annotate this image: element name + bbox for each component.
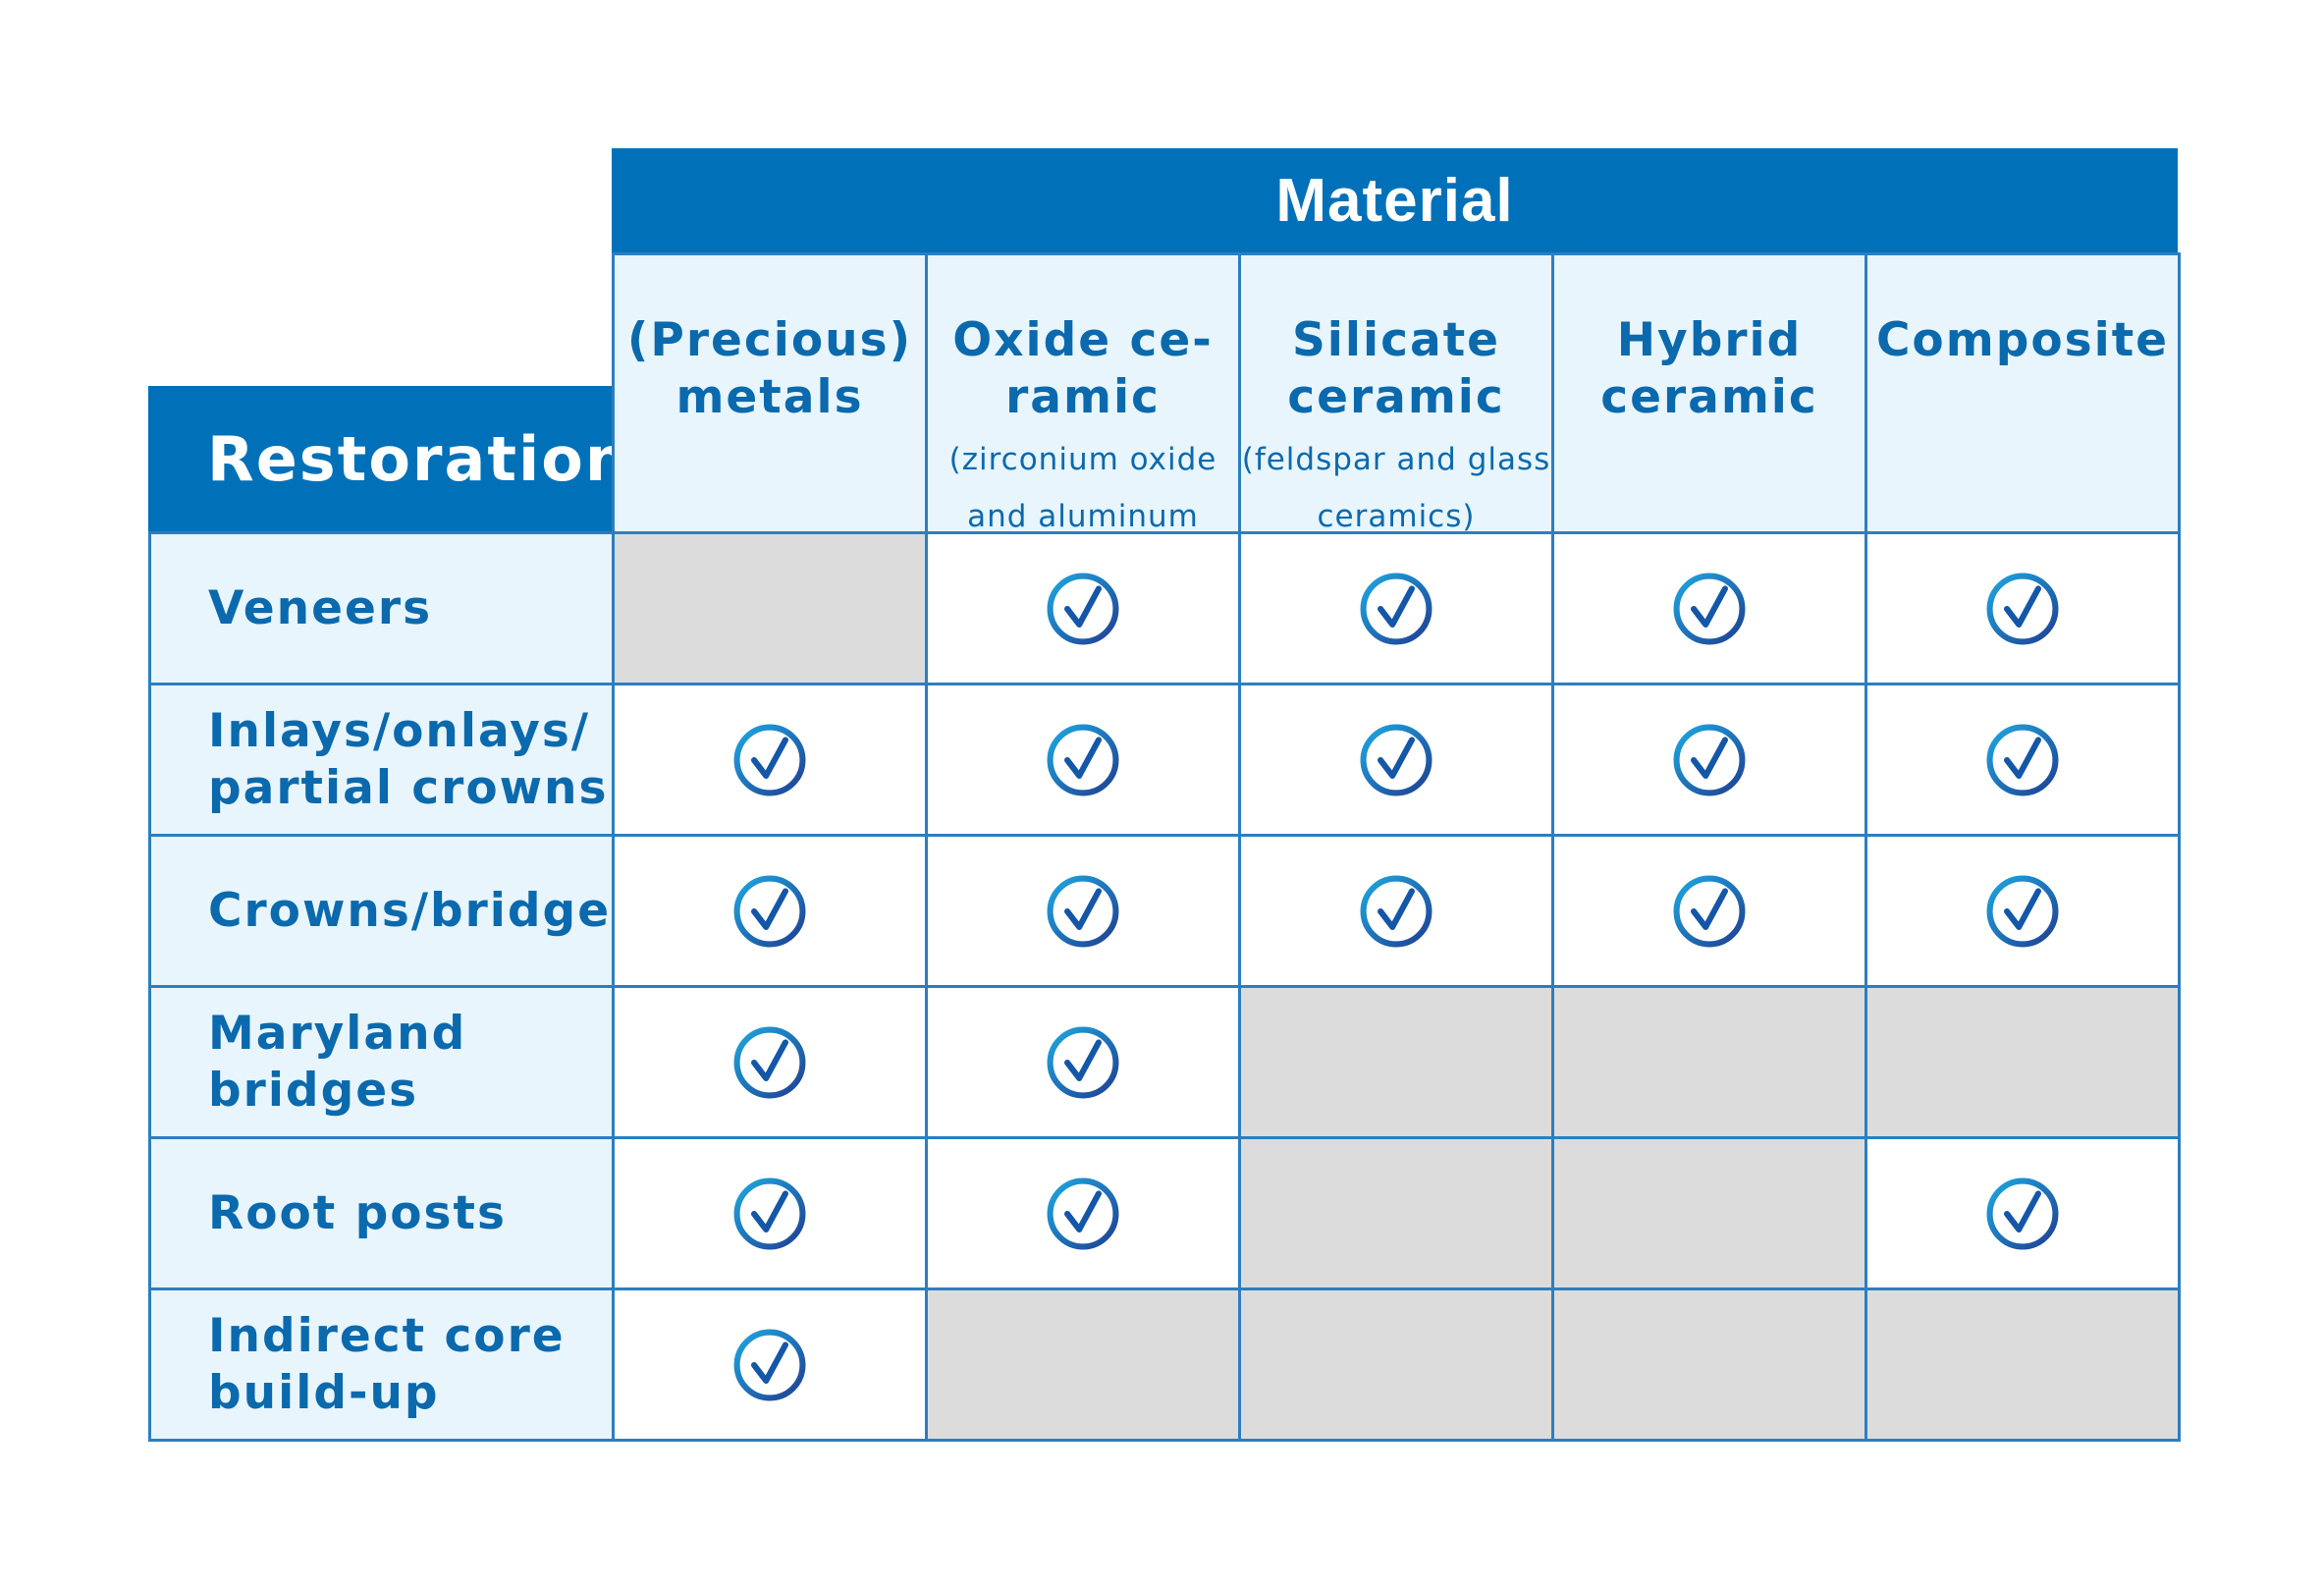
row-label-text: Indirect core build-up: [208, 1308, 566, 1420]
table-cell-not-applicable: [1551, 1287, 1867, 1442]
check-circle-icon: [1986, 1177, 2059, 1249]
table-cell-applicable: [1238, 834, 1554, 988]
row-label: Inlays/onlays/partial crowns: [148, 683, 615, 837]
table-cell-applicable: [1865, 683, 2181, 837]
table-cell-applicable: [612, 1287, 928, 1442]
table-cell-not-applicable: [1238, 1136, 1554, 1290]
check-circle-icon: [1673, 875, 1746, 947]
row-label: Indirect core build-up: [148, 1287, 615, 1442]
material-header: Material: [612, 148, 2178, 252]
table-cell-applicable: [925, 985, 1241, 1139]
row-label-text: Crowns/bridges: [208, 883, 641, 938]
table-cell-applicable: [925, 683, 1241, 837]
check-circle-icon: [1360, 724, 1432, 795]
table-cell-applicable: [925, 1136, 1241, 1290]
check-circle-icon: [733, 875, 806, 947]
check-circle-icon: [733, 1177, 806, 1249]
row-label-text: Maryland bridges: [208, 1006, 467, 1118]
check-circle-icon: [1047, 1026, 1119, 1098]
column-header: Hybrid ceramic: [1551, 252, 1867, 534]
check-circle-icon: [733, 724, 806, 795]
table-cell-not-applicable: [1238, 1287, 1554, 1442]
table-cell-applicable: [1551, 683, 1867, 837]
table-cell-not-applicable: [1551, 985, 1867, 1139]
table-cell-applicable: [1238, 683, 1554, 837]
table-cell-not-applicable: [1865, 1287, 2181, 1442]
table-cell-not-applicable: [612, 531, 928, 685]
check-circle-icon: [1047, 573, 1119, 644]
table-cell-not-applicable: [1865, 985, 2181, 1139]
column-title: (Precious) metals: [626, 313, 913, 424]
check-circle-icon: [1673, 573, 1746, 644]
table-cell-applicable: [925, 834, 1241, 988]
check-circle-icon: [1986, 875, 2059, 947]
check-circle-icon: [733, 1329, 806, 1400]
row-label-text: Veneers: [208, 580, 433, 635]
column-subtitle: (feldspar and glass ceramics): [1241, 442, 1551, 534]
table-cell-not-applicable: [925, 1287, 1241, 1442]
column-title: Oxide ce-ramic: [952, 313, 1214, 424]
check-circle-icon: [1047, 724, 1119, 795]
table-cell-applicable: [612, 683, 928, 837]
table-cell-not-applicable: [1551, 1136, 1867, 1290]
check-circle-icon: [1986, 724, 2059, 795]
table-cell-applicable: [612, 834, 928, 988]
row-label: Crowns/bridges: [148, 834, 638, 988]
table-cell-applicable: [612, 1136, 928, 1290]
column-title: Hybrid ceramic: [1600, 313, 1818, 424]
table-cell-applicable: [1551, 531, 1867, 685]
table-cell-not-applicable: [1238, 985, 1554, 1139]
restoration-header: Restoration: [148, 386, 628, 531]
row-label: Maryland bridges: [148, 985, 615, 1139]
check-circle-icon: [1673, 724, 1746, 795]
check-circle-icon: [1047, 1177, 1119, 1249]
check-circle-icon: [1360, 875, 1432, 947]
row-label: Veneers: [148, 531, 615, 685]
table-cell-applicable: [1865, 531, 2181, 685]
check-circle-icon: [1986, 573, 2059, 644]
table-cell-applicable: [612, 985, 928, 1139]
row-label: Root posts: [148, 1136, 615, 1290]
table-cell-applicable: [925, 531, 1241, 685]
check-circle-icon: [733, 1026, 806, 1098]
table-cell-applicable: [1238, 531, 1554, 685]
column-header: Silicate ceramic (feldspar and glass cera…: [1238, 252, 1554, 534]
table-cell-applicable: [1551, 834, 1867, 988]
table-cell-applicable: [1865, 1136, 2181, 1290]
row-label-text: Root posts: [208, 1185, 507, 1240]
check-circle-icon: [1360, 573, 1432, 644]
table-cell-applicable: [1865, 834, 2181, 988]
check-circle-icon: [1047, 875, 1119, 947]
column-header: Composite: [1865, 252, 2181, 534]
row-label-text: Inlays/onlays/partial crowns: [208, 703, 609, 815]
column-title: Composite: [1875, 313, 2170, 367]
column-header: Oxide ce-ramic (zirconium oxide and alum…: [925, 252, 1241, 591]
column-header: (Precious) metals: [612, 252, 928, 534]
column-title: Silicate ceramic: [1287, 313, 1505, 424]
